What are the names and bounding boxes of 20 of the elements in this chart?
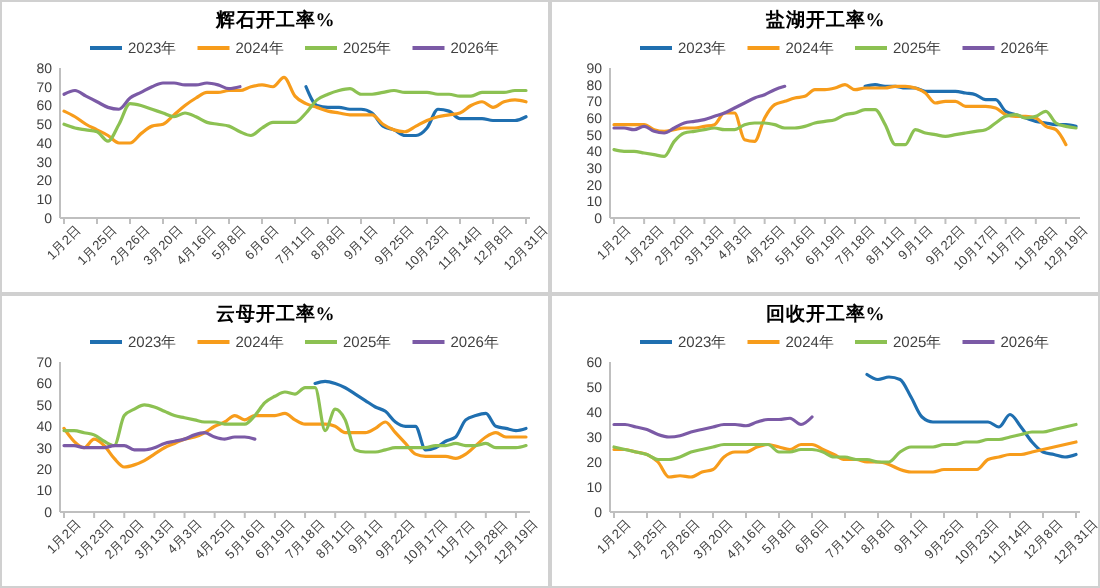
- chart-title: 回收开工率%: [765, 302, 885, 326]
- chart-title: 辉石开工率%: [213, 8, 335, 32]
- line-series: [612, 84, 787, 135]
- line-series: [304, 85, 528, 138]
- line-series: [612, 415, 814, 439]
- chart-title: 盐湖开工率%: [763, 8, 885, 32]
- line-series: [62, 75, 528, 145]
- line-series: [313, 379, 528, 452]
- line-series: [612, 108, 1078, 158]
- line-series: [62, 411, 528, 469]
- chart-title: 云母开工率%: [215, 302, 335, 326]
- line-series: [62, 386, 528, 454]
- line-series: [612, 83, 1068, 147]
- line-series: [612, 440, 1078, 479]
- line-series: [863, 83, 1078, 128]
- line-series: [865, 372, 1078, 459]
- line-series: [62, 81, 242, 111]
- line-series: [62, 431, 257, 452]
- line-series: [612, 422, 1078, 464]
- line-series: [62, 87, 528, 143]
